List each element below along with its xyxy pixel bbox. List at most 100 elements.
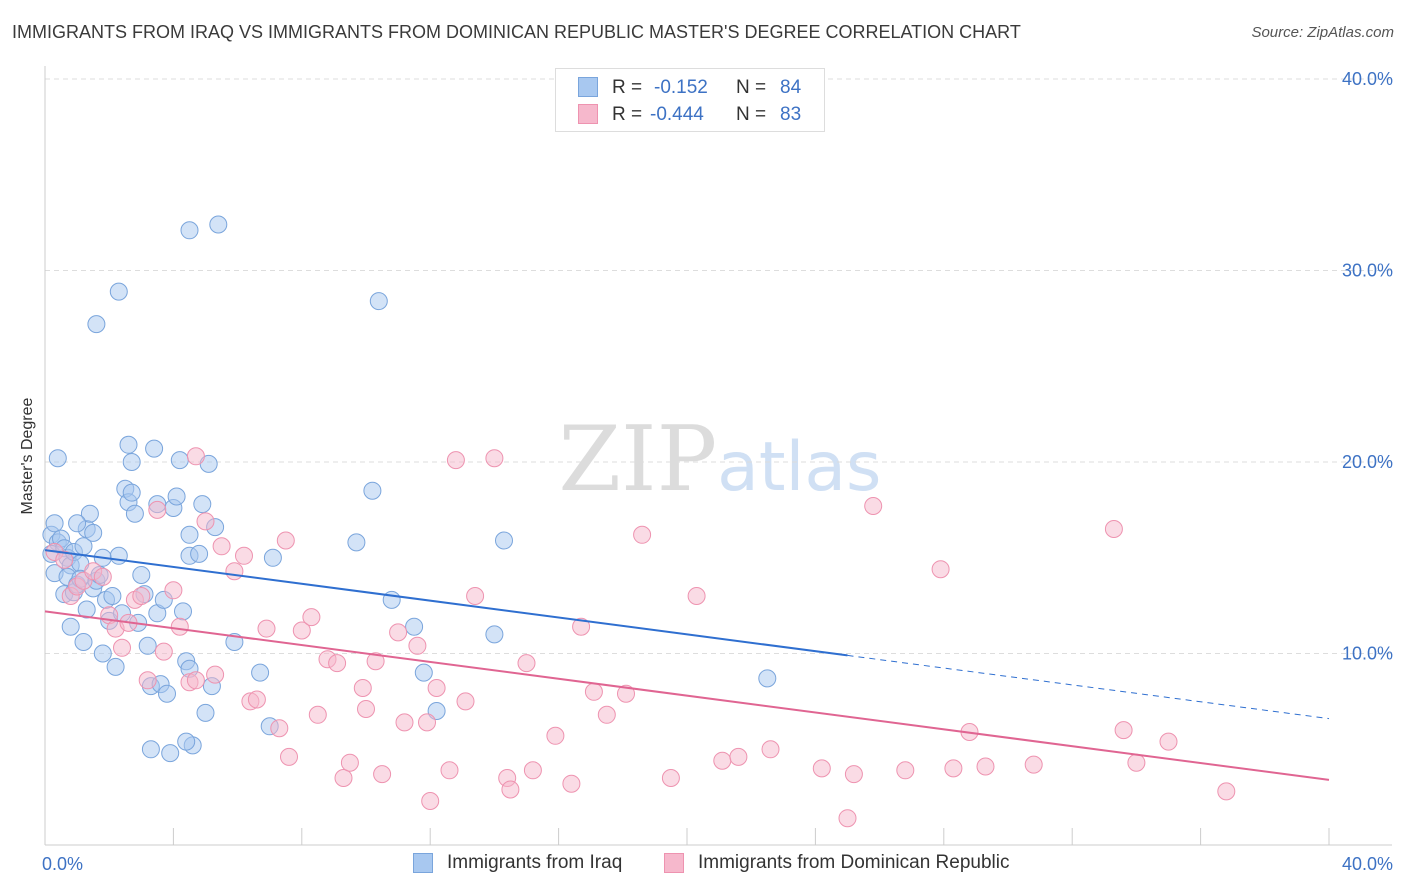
dominican-point bbox=[597, 705, 616, 724]
dominican-point bbox=[976, 757, 995, 776]
iraq-point bbox=[132, 566, 151, 584]
y-tick-label: 40.0% bbox=[1342, 69, 1393, 89]
dominican-point bbox=[93, 567, 112, 586]
dominican-point bbox=[546, 726, 565, 745]
dominican-point bbox=[373, 765, 392, 784]
dominican-point bbox=[164, 581, 183, 600]
dominican-point bbox=[154, 642, 173, 661]
iraq-point bbox=[87, 315, 106, 334]
dominican-point bbox=[418, 713, 436, 732]
watermark: ZIPatlas bbox=[559, 407, 882, 512]
iraq-point bbox=[180, 221, 199, 240]
iraq-point bbox=[145, 439, 164, 458]
axes bbox=[44, 66, 1392, 846]
dominican-point bbox=[633, 525, 652, 544]
dominican-point bbox=[713, 751, 732, 770]
dominican-point bbox=[170, 617, 189, 636]
iraq-point bbox=[170, 451, 189, 470]
dominican-point bbox=[196, 512, 215, 531]
dominican-point bbox=[247, 690, 266, 709]
dominican-point bbox=[186, 671, 205, 690]
dominican-point bbox=[113, 638, 131, 657]
iraq-point bbox=[190, 544, 209, 563]
dominican-point bbox=[328, 654, 347, 673]
dominican-point bbox=[572, 617, 591, 636]
iraq-point bbox=[138, 636, 157, 655]
dominican-point bbox=[838, 809, 857, 828]
iraq-n-value: 84 bbox=[780, 77, 802, 98]
dominican-point bbox=[1104, 520, 1123, 538]
dominican-point bbox=[944, 759, 963, 778]
dominican-point bbox=[408, 636, 427, 655]
dominican-point bbox=[931, 560, 950, 579]
tick-labels: 10.0% 20.0% 30.0% 40.0% 0.0% 40.0% bbox=[42, 69, 1393, 874]
dominican-n-value: 83 bbox=[780, 104, 802, 125]
trend-lines bbox=[44, 549, 1330, 781]
dominican-point bbox=[334, 769, 353, 787]
y-tick-label: 20.0% bbox=[1342, 452, 1393, 472]
dominican-point bbox=[1127, 753, 1146, 772]
dominican-point bbox=[389, 623, 408, 642]
iraq-point bbox=[122, 453, 141, 471]
iraq-point bbox=[48, 449, 67, 468]
dominican-point bbox=[687, 587, 706, 605]
iraq-point bbox=[174, 602, 192, 621]
iraq-point bbox=[61, 617, 80, 636]
dominican-point bbox=[225, 562, 244, 581]
iraq-point bbox=[158, 684, 176, 703]
source-credit: Source: ZipAtlas.com bbox=[1251, 24, 1394, 41]
x-tick-label: 0.0% bbox=[42, 854, 83, 874]
iraq-point bbox=[109, 546, 128, 565]
iraq-point bbox=[103, 587, 122, 605]
iraq-point bbox=[106, 657, 125, 676]
iraq-point bbox=[263, 548, 282, 567]
dominican-point bbox=[729, 747, 748, 766]
iraq-point bbox=[122, 483, 141, 502]
iraq-point bbox=[161, 744, 180, 763]
iraq-point bbox=[180, 525, 199, 544]
dominican-r-value: -0.444 bbox=[650, 104, 704, 125]
iraq-point bbox=[119, 435, 138, 454]
iraq-point bbox=[485, 625, 504, 644]
dominican-point bbox=[421, 792, 440, 810]
iraq-point bbox=[68, 514, 87, 533]
dominican-point bbox=[340, 753, 359, 772]
iraq-point bbox=[177, 732, 196, 751]
dominican-point bbox=[206, 665, 225, 684]
iraq-point bbox=[125, 504, 144, 523]
y-tick-label: 10.0% bbox=[1342, 644, 1393, 664]
dominican-point bbox=[357, 700, 375, 718]
dominican-point bbox=[517, 654, 536, 673]
dominican-point bbox=[466, 587, 485, 605]
iraq-point bbox=[347, 533, 366, 552]
iraq-trend-extension bbox=[847, 654, 1330, 720]
dominican-point bbox=[617, 684, 635, 703]
iraq-point bbox=[758, 669, 777, 688]
dominican-point bbox=[148, 500, 167, 519]
dominican-point bbox=[212, 537, 231, 556]
iraq-trend-line bbox=[44, 549, 848, 657]
dominican-trend-line bbox=[44, 610, 1330, 781]
iraq-point bbox=[193, 495, 212, 514]
iraq-r-label: R = bbox=[612, 77, 643, 98]
dominican-point bbox=[395, 713, 414, 732]
dominican-point bbox=[844, 765, 863, 784]
iraq-point bbox=[109, 282, 128, 301]
dominican-point bbox=[270, 719, 289, 738]
y-tick-label: 30.0% bbox=[1342, 261, 1393, 281]
dominican-point bbox=[302, 608, 321, 627]
dominican-points bbox=[45, 447, 1236, 828]
dominican-point bbox=[440, 761, 459, 780]
dominican-point bbox=[501, 780, 520, 799]
iraq-point bbox=[93, 644, 112, 663]
dominican-swatch bbox=[578, 104, 598, 124]
grid-lines bbox=[45, 78, 1392, 654]
legend-iraq-label: Immigrants from Iraq bbox=[447, 852, 623, 873]
chart-title: IMMIGRANTS FROM IRAQ VS IMMIGRANTS FROM … bbox=[12, 22, 1021, 42]
iraq-n-label: N = bbox=[736, 77, 767, 98]
legend-dominican-swatch bbox=[664, 853, 684, 873]
dominican-point bbox=[353, 679, 372, 697]
dominican-point bbox=[132, 587, 151, 605]
dominican-point bbox=[584, 682, 603, 701]
dominican-point bbox=[485, 449, 504, 468]
